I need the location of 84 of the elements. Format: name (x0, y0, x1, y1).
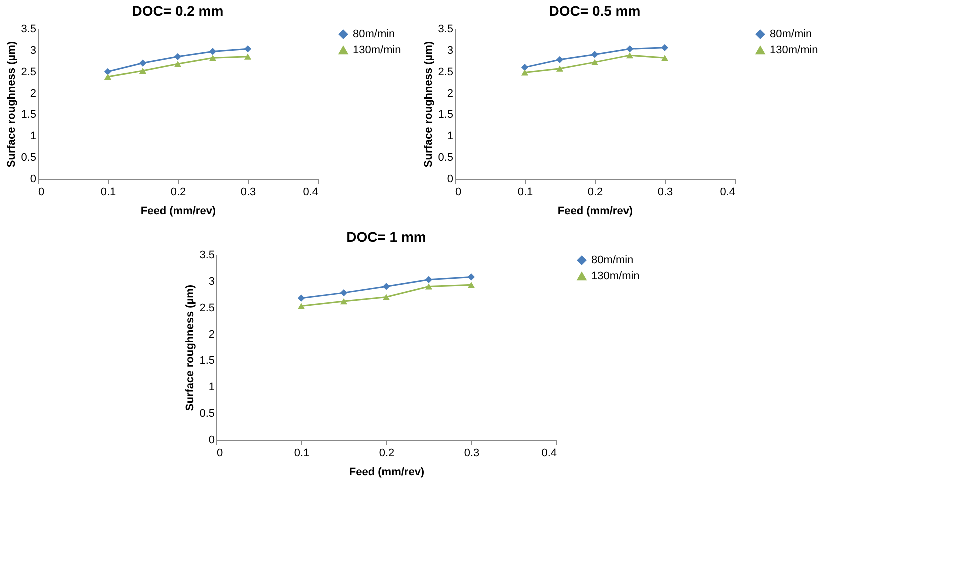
x-tick-label: 0 (38, 186, 45, 198)
x-tick-label: 0.3 (464, 448, 480, 460)
legend-label: 80m/min (592, 254, 634, 266)
x-tick-label: 0.2 (170, 186, 186, 198)
point (591, 51, 599, 58)
x-axis-title: Feed (mm/rev) (349, 466, 425, 478)
chart-title: DOC= 1 mm (346, 229, 426, 245)
point (244, 46, 252, 53)
point (661, 44, 669, 52)
y-tick-label: 0.5 (21, 152, 36, 164)
point (209, 55, 217, 62)
y-tick-label: 3.5 (200, 250, 215, 262)
y-tick-label: 1 (30, 130, 36, 143)
y-tick-label: 2 (30, 88, 36, 100)
point (340, 290, 348, 297)
x-tick-label: 0.4 (720, 186, 736, 198)
point (425, 276, 433, 284)
chart-title: DOC= 0.5 mm (549, 3, 641, 19)
legend-label: 130m/min (770, 44, 818, 56)
x-axis-title: Feed (mm/rev) (558, 206, 634, 218)
point (626, 52, 634, 59)
y-tick-label: 0 (30, 174, 36, 186)
y-tick-label: 1.5 (200, 355, 215, 368)
y-tick-label: 2 (208, 328, 215, 341)
point (139, 60, 147, 67)
y-tick-label: 3 (208, 276, 215, 288)
point (425, 284, 433, 290)
point (626, 46, 634, 53)
point (104, 68, 112, 76)
y-axis-title: Surface roughness (µm) (6, 41, 18, 168)
y-tick-label: 2 (447, 88, 454, 100)
y-tick-label: 3 (447, 44, 454, 57)
legend-label: 80m/min (770, 28, 812, 40)
y-tick-label: 2.5 (438, 66, 454, 78)
x-tick-label: 0.3 (658, 186, 674, 198)
y-tick-label: 2.5 (200, 302, 215, 314)
legend-label: 130m/min (592, 270, 640, 282)
legend-label: 80m/min (353, 28, 396, 40)
y-tick-label: 1.5 (21, 109, 36, 122)
point (521, 70, 529, 76)
x-axis-title: Feed (mm/rev) (140, 206, 216, 218)
x-tick-label: 0.4 (542, 448, 557, 460)
y-tick-label: 0 (447, 174, 454, 186)
point (382, 283, 390, 290)
point (382, 294, 390, 300)
point (174, 61, 182, 68)
x-tick-label: 0.2 (379, 448, 395, 460)
point (244, 54, 252, 60)
x-tick-label: 0.1 (100, 186, 116, 198)
x-tick-label: 0 (217, 448, 224, 460)
x-tick-label: 0.1 (294, 448, 310, 460)
point (298, 294, 306, 302)
point (661, 55, 669, 62)
y-tick-label: 0.5 (438, 152, 454, 164)
point (298, 303, 306, 310)
point (139, 68, 147, 74)
y-tick-label: 3.5 (438, 24, 454, 36)
point (209, 48, 217, 56)
x-tick-label: 0.2 (588, 186, 604, 198)
point (468, 274, 476, 281)
y-axis-title: Surface roughness (µm) (184, 284, 197, 412)
point (556, 66, 564, 72)
chart-title: DOC= 0.2 mm (132, 3, 224, 19)
point (104, 74, 112, 80)
x-tick-label: 0.3 (240, 186, 256, 198)
y-tick-label: 1 (447, 130, 454, 143)
y-tick-label: 3 (30, 44, 36, 57)
y-tick-label: 0 (208, 434, 215, 446)
point (521, 64, 529, 72)
point (556, 56, 564, 64)
point (468, 282, 476, 288)
point (591, 59, 599, 66)
point (174, 53, 182, 60)
y-axis-title: Surface roughness (µm) (423, 41, 436, 168)
point (340, 298, 348, 305)
y-tick-label: 1.5 (438, 109, 454, 122)
x-tick-label: 0.4 (303, 186, 318, 198)
legend-label: 130m/min (353, 44, 402, 56)
y-tick-label: 0.5 (200, 408, 215, 420)
y-tick-label: 2.5 (21, 66, 36, 78)
x-tick-label: 0.1 (518, 186, 534, 198)
x-tick-label: 0 (456, 186, 462, 198)
y-tick-label: 1 (208, 382, 215, 394)
y-tick-label: 3.5 (21, 24, 36, 36)
